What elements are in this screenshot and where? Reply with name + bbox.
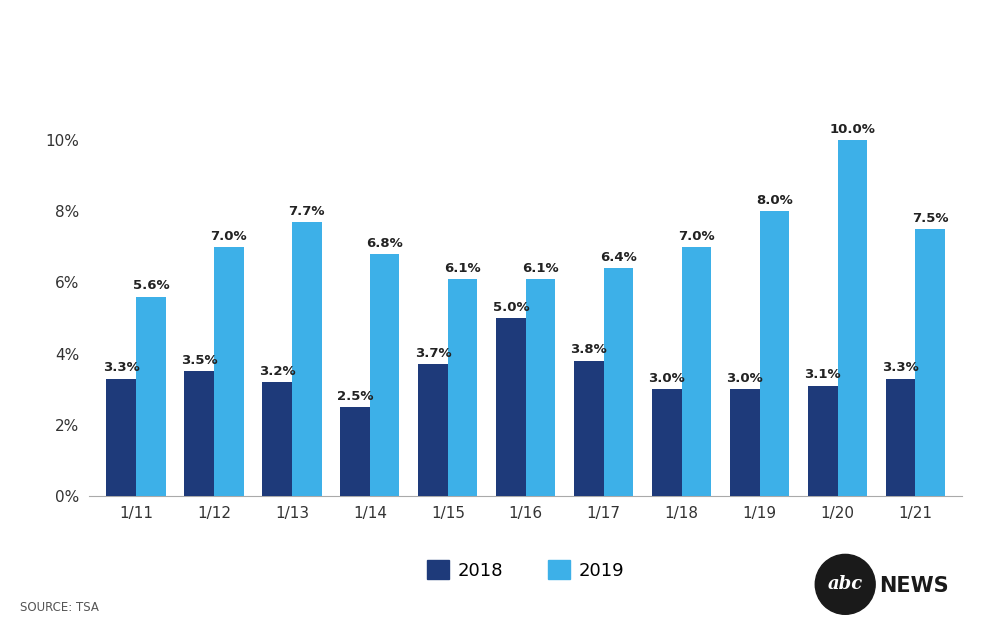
Text: 7.0%: 7.0% — [679, 229, 715, 242]
Bar — [370, 254, 400, 496]
Bar — [262, 382, 292, 496]
Text: 6.8%: 6.8% — [366, 237, 403, 250]
Bar — [916, 229, 945, 496]
Text: 5.0%: 5.0% — [493, 301, 530, 314]
Circle shape — [815, 554, 875, 614]
Bar — [526, 279, 556, 496]
Text: 3.0%: 3.0% — [649, 372, 685, 385]
Text: 3.8%: 3.8% — [570, 343, 607, 356]
Text: 7.5%: 7.5% — [912, 212, 948, 225]
Text: SOURCE: TSA: SOURCE: TSA — [20, 601, 99, 614]
Text: 3.7%: 3.7% — [415, 347, 451, 360]
Bar — [447, 279, 477, 496]
Text: 3.0%: 3.0% — [726, 372, 763, 385]
Text: 10.0%: 10.0% — [829, 123, 875, 136]
Bar — [214, 247, 244, 496]
Text: 7.7%: 7.7% — [289, 205, 325, 218]
Bar — [886, 379, 916, 496]
Bar — [136, 297, 166, 496]
Text: 7.0%: 7.0% — [210, 229, 247, 242]
Text: 3.1%: 3.1% — [805, 368, 841, 381]
Bar — [292, 222, 321, 496]
Bar — [185, 371, 214, 496]
Text: 3.3%: 3.3% — [882, 361, 919, 374]
Text: 3.3%: 3.3% — [103, 361, 140, 374]
Bar — [682, 247, 711, 496]
Text: PERCENTAGE OF TSA WORKERS CALLING OUT: PERCENTAGE OF TSA WORKERS CALLING OUT — [68, 29, 924, 61]
Bar — [652, 389, 682, 496]
Bar — [760, 211, 790, 496]
Bar — [807, 386, 837, 496]
Bar — [419, 365, 447, 496]
Text: 3.5%: 3.5% — [181, 354, 217, 367]
Text: abc: abc — [827, 575, 863, 593]
Bar — [340, 407, 370, 496]
Bar — [730, 389, 760, 496]
Bar — [496, 318, 526, 496]
Text: 2.5%: 2.5% — [337, 390, 373, 403]
Bar — [604, 268, 633, 496]
Legend: 2018, 2019: 2018, 2019 — [420, 553, 632, 587]
Bar — [837, 140, 867, 496]
Text: 5.6%: 5.6% — [133, 280, 170, 293]
Bar — [106, 379, 136, 496]
Text: NEWS: NEWS — [879, 576, 948, 596]
Text: 6.1%: 6.1% — [444, 262, 481, 275]
Bar — [574, 361, 604, 496]
Text: 6.1%: 6.1% — [522, 262, 558, 275]
Text: 6.4%: 6.4% — [600, 251, 637, 264]
Text: 3.2%: 3.2% — [259, 365, 296, 378]
Text: 8.0%: 8.0% — [756, 194, 793, 207]
